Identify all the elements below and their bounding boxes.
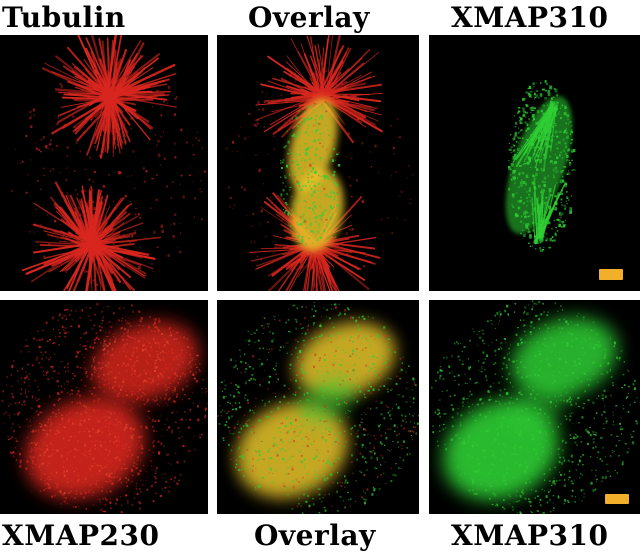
label-xmap230: XMAP230: [2, 519, 160, 552]
label-overlay-bottom: Overlay: [254, 519, 376, 552]
label-tubulin: Tubulin: [2, 1, 126, 34]
spindle-image-overlay-top: [225, 35, 414, 291]
scale-bar-top: [599, 269, 623, 280]
label-xmap310-bottom: XMAP310: [451, 519, 609, 552]
panel-xmap310-top: [429, 35, 640, 291]
spindle-image-xmap310-top: [505, 80, 576, 253]
spindle-image-overlay-bottom: [217, 301, 419, 514]
spindle-image-tubulin: [11, 35, 207, 291]
spindle-image-xmap230: [1, 303, 208, 514]
panel-overlay-bottom: [217, 300, 419, 514]
label-xmap310-top: XMAP310: [451, 1, 609, 34]
panel-tubulin: [0, 35, 208, 291]
panel-overlay-top: [217, 35, 419, 291]
panel-xmap310-bottom: [429, 300, 640, 514]
label-overlay-top: Overlay: [248, 1, 370, 34]
panel-xmap230: [0, 300, 208, 514]
scale-bar-bottom: [605, 494, 629, 504]
spindle-image-xmap310-bottom: [431, 300, 638, 514]
